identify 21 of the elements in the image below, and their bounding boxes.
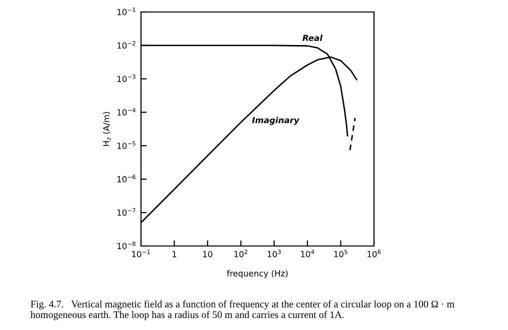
y-tick-label: 10$^{−3}$ [117, 74, 136, 82]
x-tick-label: 10$^{6}$ [368, 250, 381, 258]
x-tick-label: 10$^{−1}$ [132, 250, 150, 258]
y-tick-label: 10$^{−7}$ [117, 208, 136, 216]
y-tick-label: 10$^{−4}$ [117, 108, 136, 116]
y-tick-label: 10$^{−6}$ [117, 174, 136, 182]
x-tick-label: 10 [203, 251, 212, 258]
series-label: Real [302, 34, 323, 42]
x-tick-label: 10$^{3}$ [268, 250, 281, 258]
series-label: Imaginary [252, 116, 300, 125]
x-tick-label: 10$^{4}$ [301, 250, 314, 258]
x-tick-label: 10$^{2}$ [234, 250, 248, 258]
y-tick-label: 10$^{−2}$ [117, 41, 136, 49]
y-tick-label: 10$^{−5}$ [117, 141, 136, 149]
x-axis-title: frequency (Hz) [226, 270, 288, 278]
x-tick-label: 1 [172, 251, 176, 258]
y-tick-label: 10$^{−8}$ [117, 242, 136, 250]
y-axis-title: H$_{z}$ (A/m) [102, 112, 111, 146]
caption: Fig. 4.7. Vertical magnetic field as a function of frequency at the center of a circular loop on a 100 Ω · m homogeneous earth. The loop has a radius of 50 m and carries a current of 1A. [30, 300, 454, 320]
x-tick-label: 10$^{5}$ [334, 250, 348, 258]
y-tick-label: 10$^{−1}$ [117, 8, 136, 16]
